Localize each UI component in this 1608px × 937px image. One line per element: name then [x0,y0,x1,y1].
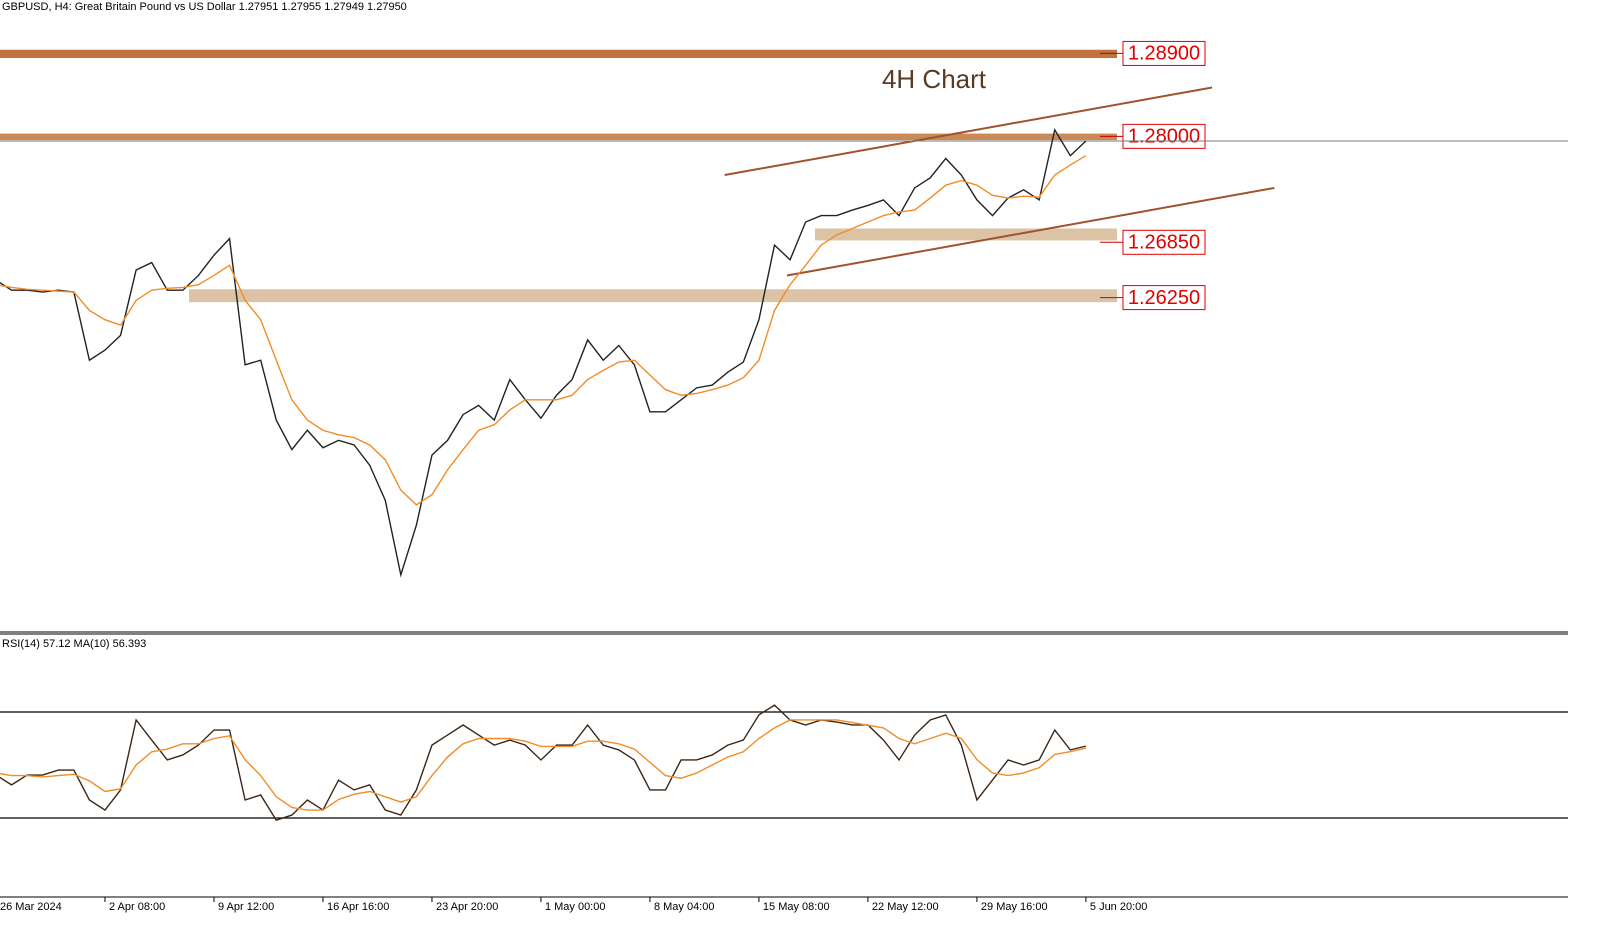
x-tick-label: 2 Apr 08:00 [109,901,165,913]
level-zone [0,133,1117,141]
level-zone [0,49,1117,59]
x-tick-label: 5 Jun 20:00 [1090,901,1148,913]
x-tick-label: 22 May 12:00 [872,901,939,913]
level-zone [189,289,1117,303]
level-label: 1.28000 [1128,126,1200,148]
series-line [0,719,1087,811]
level-label-box [1122,123,1206,149]
series-line [0,704,1087,821]
x-tick-label: 23 Apr 20:00 [436,901,498,913]
series-line [0,155,1087,506]
x-tick-label: 15 May 08:00 [763,901,830,913]
series-line [0,128,1087,578]
level-label-box [1122,40,1206,66]
x-tick-label: 26 Mar 2024 [0,901,62,913]
trendline [786,186,1275,277]
annotation: 4H Chart [882,64,987,94]
level-label-box [1122,285,1206,311]
level-label: 1.28900 [1128,43,1200,65]
x-tick-label: 16 Apr 16:00 [327,901,389,913]
level-label: 1.26850 [1128,232,1200,254]
level-zone [814,228,1117,241]
x-tick-label: 9 Apr 12:00 [218,901,274,913]
x-tick-label: 1 May 00:00 [545,901,606,913]
x-tick-label: 8 May 04:00 [654,901,715,913]
level-label-box [1122,229,1206,255]
x-tick-label: 29 May 16:00 [981,901,1048,913]
trendline [724,86,1213,177]
level-label: 1.26250 [1128,287,1200,309]
rsi-header: RSI(14) 57.12 MA(10) 56.393 [2,638,146,650]
chart-header: GBPUSD, H4: Great Britain Pound vs US Do… [2,1,407,13]
